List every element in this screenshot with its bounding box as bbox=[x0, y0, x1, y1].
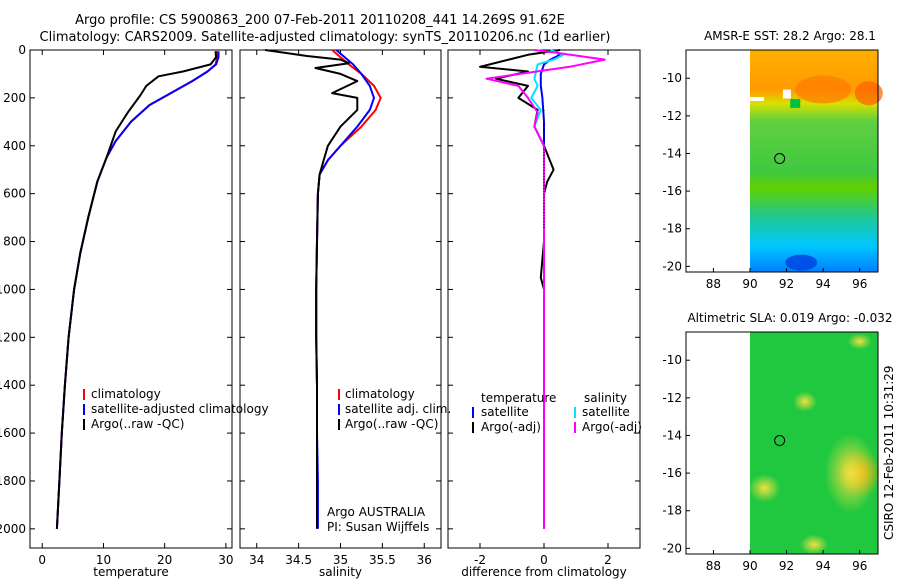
sla-anomaly-patch bbox=[792, 391, 817, 412]
sla_map-ytick-label: -18 bbox=[662, 504, 682, 518]
sla_map-title: Altimetric SLA: 0.019 Argo: -0.032 bbox=[687, 311, 892, 325]
temperature-axes-frame bbox=[29, 49, 233, 549]
depth-tick-label: 400 bbox=[3, 139, 26, 153]
sla_map-xtick-label: 92 bbox=[779, 559, 794, 573]
sla-anomaly-patch bbox=[800, 534, 828, 555]
sst_map-title: AMSR-E SST: 28.2 Argo: 28.1 bbox=[704, 29, 876, 43]
sla_map-ytick-label: -16 bbox=[662, 466, 682, 480]
sst_map-xtick-label: 96 bbox=[852, 277, 867, 291]
depth-tick-label: 0 bbox=[18, 43, 26, 57]
salinity-panel: 34 34.5 35 35.5 36 salinity climatologysatelli… bbox=[239, 49, 451, 579]
depth-tick-label: 200 bbox=[3, 91, 26, 105]
sst_map-xtick-label: 88 bbox=[706, 277, 721, 291]
difference-legend-label: satellite bbox=[582, 405, 630, 419]
temperature-xtick-label: 10 bbox=[96, 553, 111, 567]
sst_map-ytick-label: -10 bbox=[662, 71, 682, 85]
difference-xtick-label: -2 bbox=[474, 553, 486, 567]
salinity-series-line bbox=[264, 49, 359, 529]
salinity-xtick-label: 36 bbox=[417, 553, 432, 567]
temperature-series-line bbox=[55, 51, 220, 529]
profile-location-marker bbox=[774, 153, 786, 165]
sst_map-xtick-label: 92 bbox=[779, 277, 794, 291]
depth-tick-label: 1800 bbox=[0, 474, 26, 488]
temperature-series-line bbox=[55, 51, 219, 529]
temperature-xaxis-label: temperature bbox=[93, 565, 168, 579]
sla_map-xtick-label: 88 bbox=[706, 559, 721, 573]
temperature-legend-label: satellite-adjusted climatology bbox=[91, 402, 269, 416]
depth-tick-label: 1600 bbox=[0, 426, 26, 440]
salinity-axes-frame bbox=[239, 49, 442, 549]
sst-missing-cell bbox=[750, 97, 764, 102]
temperature-xtick-label: 30 bbox=[218, 553, 233, 567]
temperature-legend-label: climatology bbox=[91, 387, 161, 401]
temperature-xtick-label: 20 bbox=[157, 553, 172, 567]
difference-legend-label: satellite bbox=[481, 405, 529, 419]
salinity-legend-label: satellite adj. clim. bbox=[345, 402, 451, 416]
temperature-xtick-label: 0 bbox=[38, 553, 46, 567]
figure-title-line-1: Argo profile: CS 5900863_200 07-Feb-2011… bbox=[75, 13, 565, 28]
sla_map-ytick-label: -12 bbox=[662, 391, 682, 405]
depth-tick-label: 600 bbox=[3, 187, 26, 201]
sst-cool-patch bbox=[785, 254, 818, 271]
sst-missing-cell bbox=[782, 89, 791, 99]
salinity-xtick-label: 34 bbox=[249, 553, 264, 567]
sst_map-ytick-label: -14 bbox=[662, 146, 682, 160]
sst_map-xtick-label: 90 bbox=[742, 277, 757, 291]
sst_map-ytick-label: -20 bbox=[662, 259, 682, 273]
sla_map-xtick-label: 94 bbox=[816, 559, 831, 573]
salinity-xtick-label: 34.5 bbox=[285, 553, 312, 567]
depth-tick-label: 800 bbox=[3, 235, 26, 249]
salinity-legend-label: climatology bbox=[345, 387, 415, 401]
sst-warm-patch bbox=[795, 75, 852, 104]
figure-title-line-2: Climatology: CARS2009. Satellite-adjuste… bbox=[39, 30, 611, 45]
salinity-xtick-label: 35 bbox=[333, 553, 348, 567]
timestamp-stamp: CSIRO 12-Feb-2011 10:31:29 bbox=[882, 365, 896, 540]
sla_map-xtick-label: 90 bbox=[742, 559, 757, 573]
difference-legend-label: Argo(-adj) bbox=[481, 420, 541, 434]
difference-series-line bbox=[485, 49, 606, 529]
temperature-panel: 0 10 20 30 0 200 400 600 800 1000 1200 1400 1600 1800… bbox=[0, 43, 269, 579]
sst_map-ytick-label: -18 bbox=[662, 222, 682, 236]
sla_map-ytick-label: -10 bbox=[662, 353, 682, 367]
profile-location-marker bbox=[774, 435, 786, 447]
depth-tick-label: 1200 bbox=[0, 330, 26, 344]
sla-map-panel: 88 90 92 94 96 -10 -12 -14 -16 -18 -20 Altimetric S… bbox=[662, 311, 892, 573]
sla_map-ytick-label: -14 bbox=[662, 428, 682, 442]
sst-map-panel: 88 90 92 94 96 -10 -12 -14 -16 -18 -20 AMSR-E SST: … bbox=[662, 29, 883, 291]
sst_map-axes-frame bbox=[685, 49, 879, 273]
difference-legend-label: Argo(-adj) bbox=[582, 420, 642, 434]
depth-tick-label: 1000 bbox=[0, 282, 26, 296]
argo-program-label: Argo AUSTRALIA bbox=[327, 505, 426, 519]
legend-salinity-header: salinity bbox=[584, 391, 627, 405]
depth-tick-label: 1400 bbox=[0, 378, 26, 392]
difference-xaxis-label: difference from climatology bbox=[461, 565, 627, 579]
sla-anomaly-patch bbox=[824, 433, 877, 514]
difference-xtick-label: 2 bbox=[604, 553, 612, 567]
principal-investigator-label: PI: Susan Wijffels bbox=[327, 520, 429, 534]
sst_map-ytick-label: -12 bbox=[662, 109, 682, 123]
salinity-xaxis-label: salinity bbox=[319, 565, 362, 579]
sla_map-axes-frame bbox=[685, 331, 879, 555]
temperature-series-line bbox=[55, 51, 218, 529]
sla_map-ytick-label: -20 bbox=[662, 541, 682, 555]
difference-xtick-label: 0 bbox=[540, 553, 548, 567]
sla-anomaly-patch bbox=[748, 474, 781, 503]
sla_map-xtick-label: 96 bbox=[852, 559, 867, 573]
sst_map-ytick-label: -16 bbox=[662, 184, 682, 198]
salinity-xtick-label: 35.5 bbox=[369, 553, 396, 567]
salinity-series-line bbox=[315, 49, 382, 529]
salinity-legend-label: Argo(..raw -QC) bbox=[345, 417, 438, 431]
sst_map-xtick-label: 94 bbox=[816, 277, 831, 291]
sla-anomaly-patch bbox=[847, 333, 872, 350]
legend-temperature-header: temperature bbox=[481, 391, 556, 405]
sst-warm-patch bbox=[854, 81, 883, 106]
difference-series-line bbox=[479, 49, 561, 529]
temperature-legend-label: Argo(..raw -QC) bbox=[91, 417, 184, 431]
sst-cell bbox=[790, 98, 801, 108]
